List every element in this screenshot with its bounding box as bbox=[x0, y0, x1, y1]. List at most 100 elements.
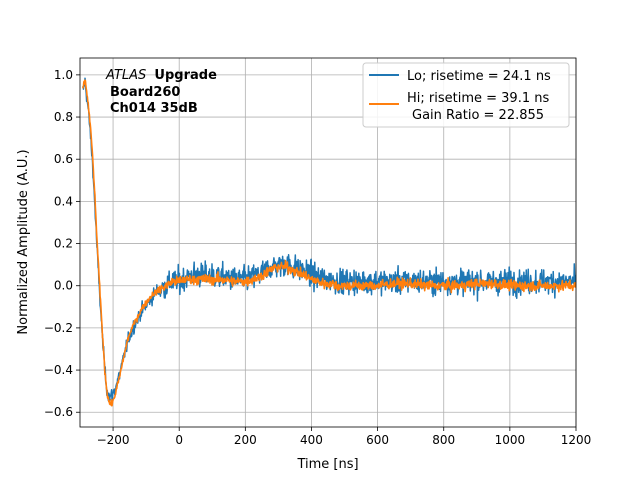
data-point-hi bbox=[476, 283, 477, 284]
data-point-hi bbox=[122, 363, 123, 364]
atlas-label: ATLAS bbox=[105, 68, 146, 83]
legend: Lo; risetime = 24.1 ns Hi; risetime = 39… bbox=[362, 62, 570, 128]
x-tick-label: 600 bbox=[366, 433, 389, 447]
data-point-lo bbox=[337, 281, 338, 282]
data-point-hi bbox=[258, 277, 259, 278]
data-point-hi bbox=[111, 403, 112, 404]
svg-text:ATLAS Upgrade: ATLAS Upgrade bbox=[105, 68, 217, 83]
data-point-hi bbox=[132, 325, 133, 326]
data-point-hi bbox=[291, 268, 292, 269]
data-point-hi bbox=[87, 95, 88, 96]
plot-frame bbox=[79, 57, 577, 428]
data-point-hi bbox=[152, 294, 153, 295]
data-point-hi bbox=[542, 285, 543, 286]
data-point-lo bbox=[82, 91, 83, 92]
data-point-lo bbox=[311, 275, 312, 276]
data-point-lo bbox=[559, 281, 560, 282]
data-point-hi bbox=[304, 275, 305, 276]
y-tick-label: 1.0 bbox=[54, 68, 73, 82]
data-point-hi bbox=[344, 285, 345, 286]
data-point-hi bbox=[460, 285, 461, 286]
data-point-lo bbox=[212, 275, 213, 276]
data-point-hi bbox=[218, 279, 219, 280]
legend-box bbox=[362, 62, 570, 128]
data-point-hi bbox=[410, 283, 411, 284]
data-point-hi bbox=[129, 334, 130, 335]
data-point-hi bbox=[155, 291, 156, 292]
x-tick-label: 1200 bbox=[561, 433, 592, 447]
data-point-hi bbox=[109, 403, 110, 404]
data-point-hi bbox=[114, 397, 115, 398]
series-hi bbox=[81, 78, 576, 407]
series-line-hi bbox=[81, 79, 576, 407]
data-point-lo bbox=[443, 281, 444, 282]
data-point-hi bbox=[146, 302, 147, 303]
data-point-hi bbox=[205, 279, 206, 280]
data-point-hi bbox=[116, 386, 117, 387]
y-axis-ticks: −0.6 −0.4 −0.2 0.0 0.2 0.4 0.6 0.8 1.0 bbox=[44, 68, 80, 419]
data-point-lo bbox=[198, 275, 199, 276]
legend-gain-label: Gain Ratio = 22.855 bbox=[412, 108, 544, 123]
data-point-hi bbox=[317, 281, 318, 282]
data-point-hi bbox=[198, 279, 199, 280]
data-point-hi bbox=[119, 376, 120, 377]
data-point-hi bbox=[493, 283, 494, 284]
data-point-lo bbox=[109, 397, 110, 398]
x-tick-label: −200 bbox=[97, 433, 130, 447]
data-point-hi bbox=[265, 272, 266, 273]
x-tick-label: 800 bbox=[432, 433, 455, 447]
board-label: Board260 bbox=[110, 85, 180, 100]
data-point-hi bbox=[162, 287, 163, 288]
data-point-lo bbox=[324, 279, 325, 280]
data-point-hi bbox=[360, 285, 361, 286]
data-point-hi bbox=[284, 266, 285, 267]
y-axis-label: Normalized Amplitude (A.U.) bbox=[16, 149, 31, 334]
x-tick-label: 400 bbox=[300, 433, 323, 447]
data-point-hi bbox=[251, 279, 252, 280]
data-point-hi bbox=[526, 285, 527, 286]
x-tick-label: 0 bbox=[175, 433, 183, 447]
data-point-hi bbox=[102, 334, 103, 335]
data-point-hi bbox=[159, 289, 160, 290]
data-point-hi bbox=[245, 281, 246, 282]
data-point-lo bbox=[111, 395, 112, 396]
channel-label: Ch014 35dB bbox=[110, 101, 198, 116]
data-point-hi bbox=[331, 283, 332, 284]
data-point-hi bbox=[92, 154, 93, 155]
y-tick-label: −0.2 bbox=[44, 321, 73, 335]
data-point-hi bbox=[377, 285, 378, 286]
data-point-hi bbox=[238, 281, 239, 282]
data-point-lo bbox=[360, 281, 361, 282]
data-point-hi bbox=[136, 319, 137, 320]
data-point-lo bbox=[377, 281, 378, 282]
legend-lo-label: Lo; risetime = 24.1 ns bbox=[407, 69, 551, 84]
y-tick-label: 0.4 bbox=[54, 194, 73, 208]
upgrade-label: Upgrade bbox=[154, 68, 217, 83]
data-point-lo bbox=[331, 279, 332, 280]
data-point-hi bbox=[107, 393, 108, 394]
data-point-hi bbox=[126, 342, 127, 343]
data-point-hi bbox=[271, 268, 272, 269]
data-point-hi bbox=[509, 285, 510, 286]
data-point-hi bbox=[124, 353, 125, 354]
data-point-hi bbox=[97, 243, 98, 244]
data-point-hi bbox=[169, 283, 170, 284]
legend-hi-label: Hi; risetime = 39.1 ns bbox=[407, 91, 549, 106]
y-tick-label: 0.2 bbox=[54, 237, 73, 251]
y-tick-label: 0.6 bbox=[54, 152, 73, 166]
y-tick-label: 0.0 bbox=[54, 279, 73, 293]
data-point-hi bbox=[142, 306, 143, 307]
data-point-hi bbox=[165, 285, 166, 286]
data-point-hi bbox=[278, 266, 279, 267]
data-point-hi bbox=[559, 285, 560, 286]
data-point-lo bbox=[192, 275, 193, 276]
data-point-hi bbox=[82, 89, 83, 90]
data-point-hi bbox=[175, 281, 176, 282]
data-point-hi bbox=[149, 298, 150, 299]
data-point-hi bbox=[225, 279, 226, 280]
data-point-hi bbox=[84, 78, 85, 79]
data-point-hi bbox=[179, 281, 180, 282]
data-point-lo bbox=[526, 281, 527, 282]
data-point-hi bbox=[311, 279, 312, 280]
